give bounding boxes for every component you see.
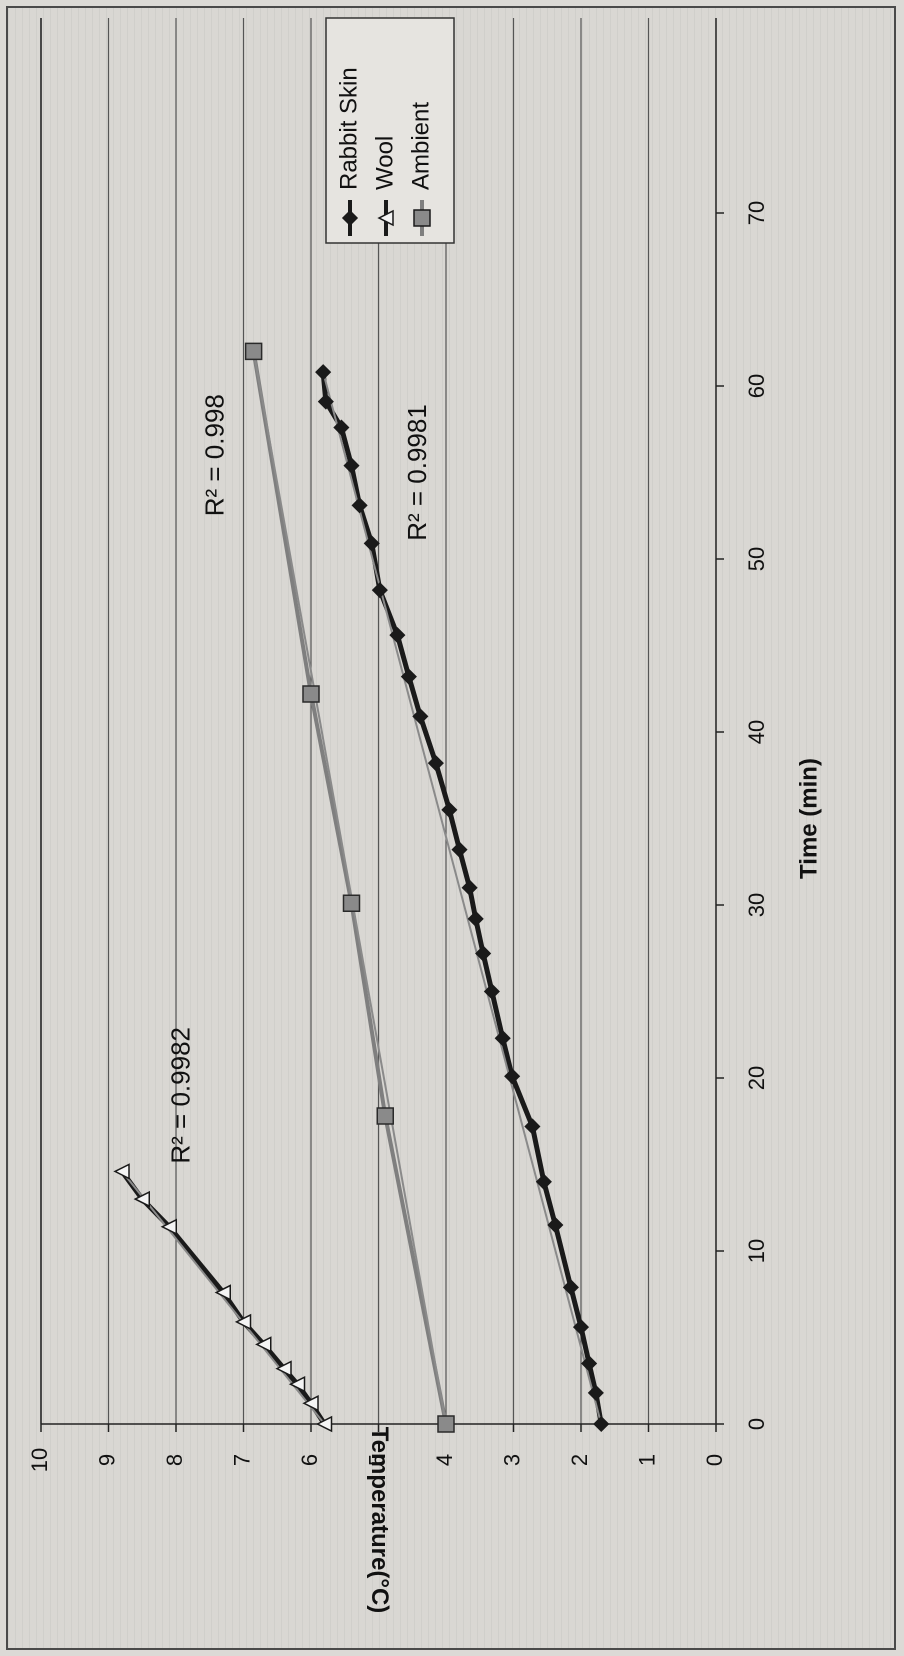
legend-label-wool: Wool <box>371 136 398 190</box>
trendline-rabbit-skin <box>322 371 603 1425</box>
data-point-rabbit-skin <box>371 582 388 599</box>
r-squared-label: R² = 0.998 <box>199 394 229 516</box>
data-point-rabbit-skin <box>475 945 492 962</box>
trendline-ambient <box>252 351 447 1425</box>
r-squared-label: R² = 0.9981 <box>402 404 432 541</box>
data-point-wool <box>255 1336 272 1353</box>
data-point-rabbit-skin <box>524 1118 541 1135</box>
data-point-rabbit-skin <box>535 1173 552 1190</box>
x-tick-label: 30 <box>744 893 769 917</box>
data-point-rabbit-skin <box>451 841 468 858</box>
legend-marker-rabbit-skin <box>341 209 359 227</box>
y-axis-label: Temperature(°C) <box>366 1427 393 1614</box>
y-tick-label: 0 <box>702 1454 727 1466</box>
data-point-wool <box>234 1313 252 1331</box>
data-point-wool <box>288 1375 306 1393</box>
x-tick-label: 10 <box>744 1239 769 1263</box>
y-tick-label: 9 <box>94 1454 119 1466</box>
data-point-wool <box>113 1163 130 1180</box>
data-point-wool <box>302 1395 319 1412</box>
data-point-ambient <box>244 342 263 361</box>
data-point-rabbit-skin <box>504 1068 521 1085</box>
x-tick-label: 20 <box>744 1066 769 1090</box>
data-point-ambient <box>342 894 361 913</box>
x-tick-label: 40 <box>744 720 769 744</box>
legend-box <box>325 17 455 244</box>
data-point-rabbit-skin <box>572 1319 590 1336</box>
y-tick-label: 4 <box>432 1454 457 1466</box>
x-tick-label: 0 <box>744 1418 769 1430</box>
y-tick-label: 8 <box>162 1454 187 1466</box>
legend-label-rabbit-skin: Rabbit Skin <box>335 67 362 190</box>
chart-frame <box>6 6 896 1650</box>
data-point-rabbit-skin <box>441 801 458 818</box>
data-point-rabbit-skin <box>333 419 350 436</box>
r-squared-label: R² = 0.9982 <box>166 1027 196 1164</box>
data-point-rabbit-skin <box>593 1415 610 1433</box>
data-point-wool <box>275 1360 292 1377</box>
data-point-rabbit-skin <box>389 627 406 644</box>
y-tick-label: 6 <box>297 1454 322 1466</box>
data-point-rabbit-skin <box>351 497 368 514</box>
data-point-rabbit-skin <box>547 1216 564 1234</box>
data-point-ambient <box>437 1415 455 1433</box>
legend-marker-wool <box>377 209 394 227</box>
data-point-wool <box>160 1218 177 1235</box>
data-point-rabbit-skin <box>427 755 444 772</box>
data-point-rabbit-skin <box>461 879 478 896</box>
data-point-ambient <box>376 1107 394 1125</box>
y-tick-label: 7 <box>229 1454 254 1466</box>
data-point-rabbit-skin <box>562 1279 579 1296</box>
data-point-rabbit-skin <box>343 457 360 474</box>
legend-marker-ambient <box>413 209 431 227</box>
x-tick-label: 60 <box>744 374 769 398</box>
data-point-rabbit-skin <box>581 1355 598 1372</box>
data-point-rabbit-skin <box>412 708 429 725</box>
trendline-wool <box>121 1170 326 1425</box>
y-tick-label: 5 <box>364 1454 389 1466</box>
data-point-rabbit-skin <box>315 364 332 381</box>
data-point-rabbit-skin <box>363 535 380 552</box>
legend-label-ambient: Ambient <box>407 102 434 190</box>
y-tick-label: 3 <box>499 1454 524 1466</box>
data-point-rabbit-skin <box>400 668 417 685</box>
y-tick-label: 10 <box>27 1448 52 1472</box>
data-point-rabbit-skin <box>483 983 500 1000</box>
y-tick-label: 2 <box>567 1454 592 1466</box>
y-tick-label: 1 <box>634 1454 659 1466</box>
data-point-rabbit-skin <box>494 1030 511 1047</box>
data-point-rabbit-skin <box>467 910 484 927</box>
data-point-ambient <box>302 685 320 703</box>
x-axis-label: Time (min) <box>795 758 822 879</box>
data-point-rabbit-skin <box>587 1384 604 1401</box>
x-tick-label: 50 <box>744 547 769 571</box>
data-point-wool <box>214 1284 231 1301</box>
x-tick-label: 70 <box>744 201 769 225</box>
data-point-wool <box>133 1190 150 1208</box>
data-point-wool <box>315 1415 333 1433</box>
data-point-rabbit-skin <box>317 393 334 410</box>
